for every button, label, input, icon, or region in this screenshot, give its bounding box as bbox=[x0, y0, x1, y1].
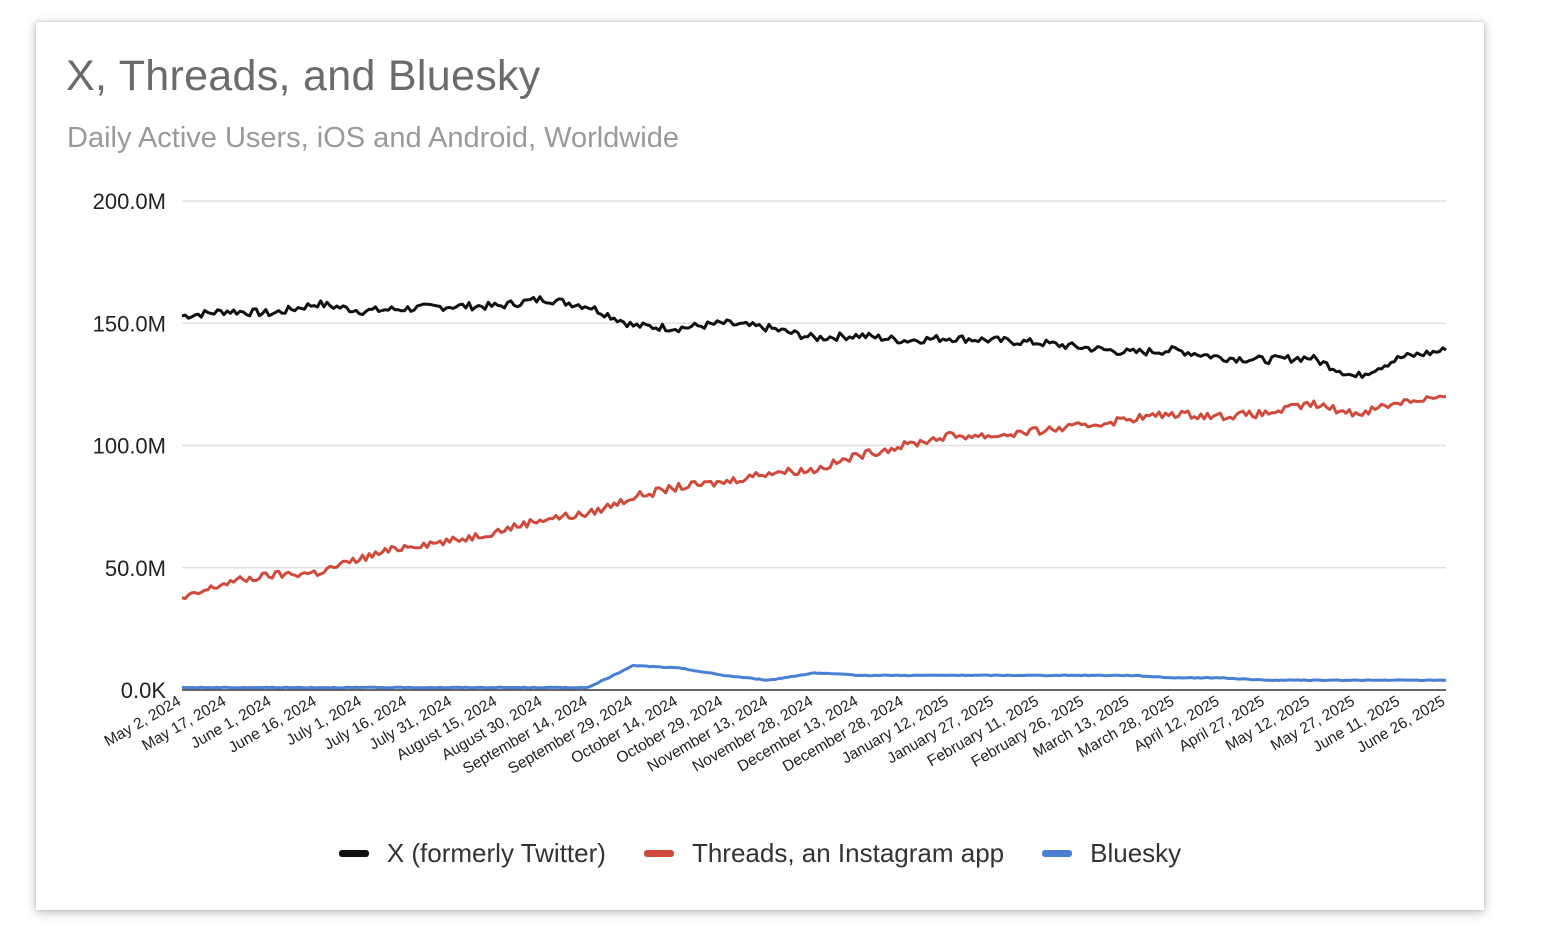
legend-swatch bbox=[643, 850, 674, 857]
y-tick-label: 0.0K bbox=[121, 678, 167, 703]
legend-item: X (formerly Twitter) bbox=[338, 838, 606, 869]
legend-item: Bluesky bbox=[1042, 838, 1181, 869]
series-line-1 bbox=[181, 295, 1447, 379]
chart-card: X, Threads, and Bluesky Daily Active Use… bbox=[36, 22, 1484, 910]
y-tick-label: 50.0M bbox=[105, 556, 166, 581]
legend-swatch bbox=[338, 850, 369, 857]
legend-label: X (formerly Twitter) bbox=[386, 838, 606, 868]
chart-subtitle: Daily Active Users, iOS and Android, Wor… bbox=[67, 122, 679, 154]
line-chart: 0.0K 50.0M 100.0M 150.0M 200.0M May 2, 2024M… bbox=[93, 189, 1448, 778]
y-tick-label: 200.0M bbox=[93, 189, 166, 214]
series-lines bbox=[181, 295, 1447, 690]
legend-item: Threads, an Instagram app bbox=[643, 838, 1005, 869]
legend-swatch bbox=[1042, 850, 1073, 857]
legend-label: Bluesky bbox=[1090, 838, 1182, 868]
y-tick-label: 150.0M bbox=[93, 311, 166, 336]
series-line-3 bbox=[181, 663, 1447, 690]
y-tick-label: 100.0M bbox=[93, 434, 166, 459]
y-axis-tick-labels: 0.0K 50.0M 100.0M 150.0M 200.0M bbox=[93, 189, 167, 703]
series-line-2 bbox=[181, 394, 1447, 600]
legend: X (formerly Twitter) Threads, an Instagra… bbox=[36, 838, 1484, 869]
gridlines bbox=[182, 200, 1446, 691]
legend-label: Threads, an Instagram app bbox=[691, 838, 1005, 868]
chart-title: X, Threads, and Bluesky bbox=[66, 52, 541, 100]
